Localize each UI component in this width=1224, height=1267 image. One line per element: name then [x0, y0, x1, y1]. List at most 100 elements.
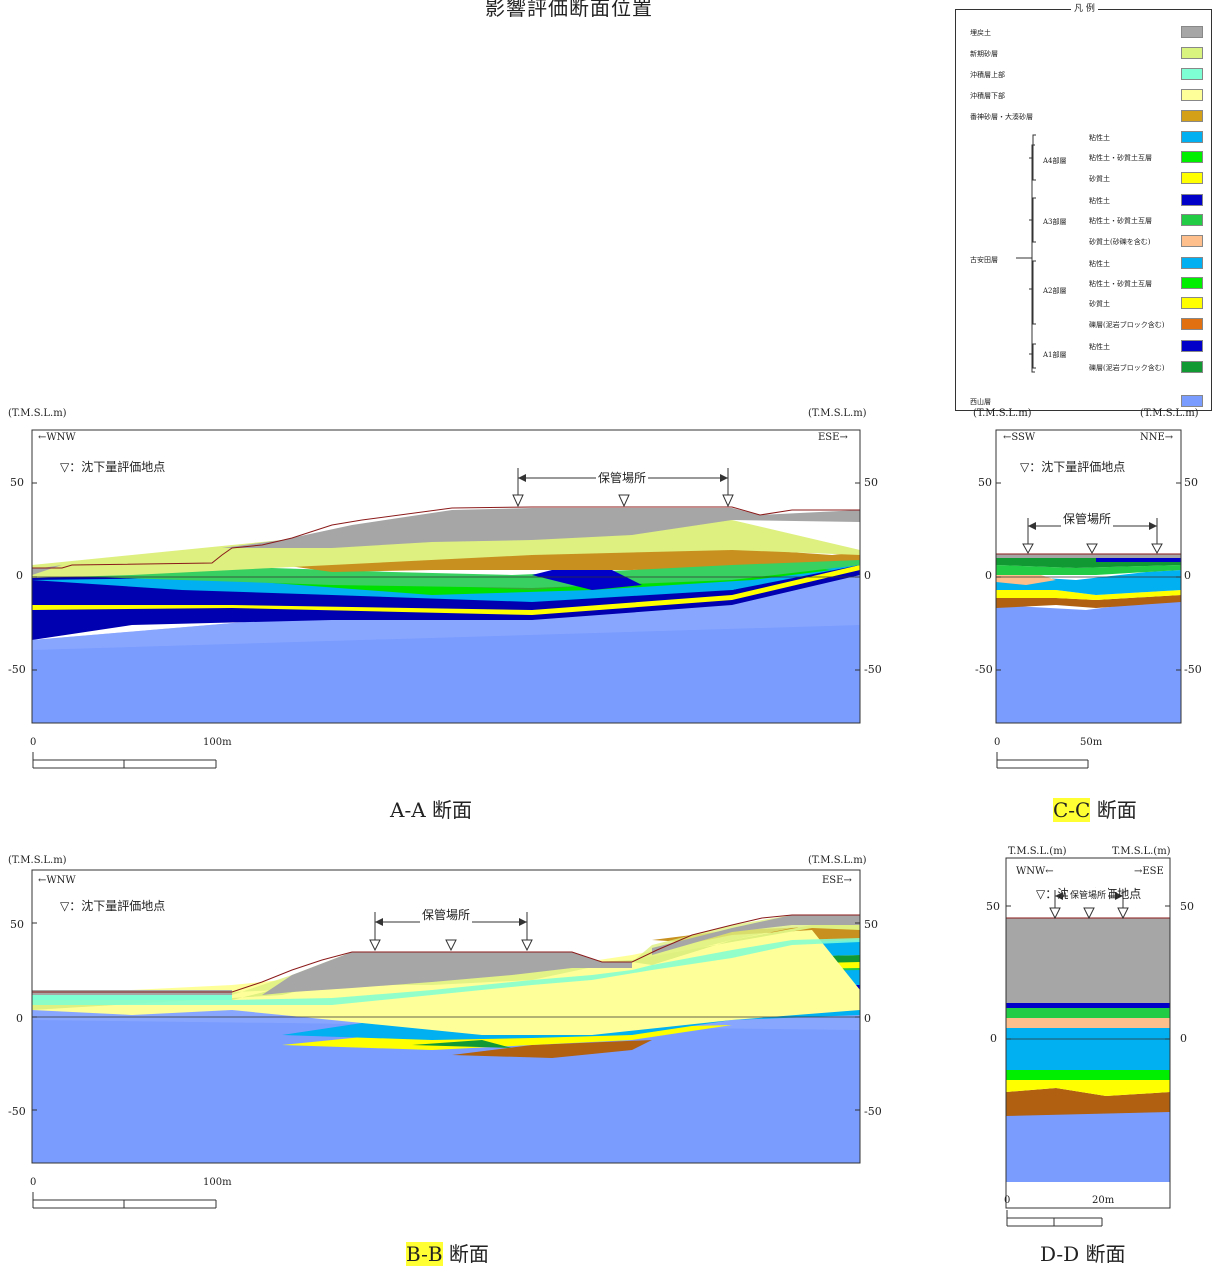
- legend-label: 西山層: [970, 398, 991, 406]
- aa-tick-minus50-right: -50: [864, 663, 882, 676]
- legend-group-a1: A1部層: [1043, 351, 1067, 359]
- legend-label: 粘性土・砂質土互層: [1089, 280, 1152, 288]
- aa-tick-0: 0: [16, 569, 23, 582]
- cc-tick-50: 50: [978, 476, 992, 489]
- dd-tick-0: 0: [990, 1032, 997, 1045]
- aa-scale-start: 0: [30, 737, 37, 748]
- legend-swatch-new-sand: [1181, 47, 1203, 59]
- legend-group-a3: A3部層: [1043, 218, 1067, 226]
- aa-note: ▽：沈下量評価地点: [60, 460, 166, 474]
- bb-note: ▽：沈下量評価地点: [60, 899, 166, 913]
- dd-tick-0-right: 0: [1180, 1032, 1187, 1045]
- bb-tick-minus50-right: -50: [864, 1105, 882, 1118]
- legend-swatch-fill-soil: [1181, 26, 1203, 38]
- aa-axis-unit-left: (T.M.S.L.m): [8, 408, 67, 419]
- bb-tick-0: 0: [16, 1012, 23, 1025]
- bb-caption-highlight: B-B: [406, 1242, 443, 1266]
- cc-tick-0-right: 0: [1184, 569, 1191, 582]
- legend-title: 凡 例: [1071, 1, 1098, 14]
- aa-scale-end: 100m: [203, 737, 232, 748]
- dd-scale-start: 0: [1004, 1195, 1011, 1206]
- legend-label: 沖積層上部: [970, 71, 1005, 79]
- cc-caption: C-C 断面: [1053, 794, 1137, 823]
- legend-label: 礫層(泥岩ブロック含む): [1089, 321, 1165, 329]
- legend-swatch: [1181, 318, 1203, 330]
- cc-scale-start: 0: [994, 737, 1001, 748]
- bb-caption: B-B 断面: [406, 1238, 489, 1267]
- bb-caption-rest: 断面: [442, 1242, 489, 1266]
- cc-scale-end: 50m: [1080, 737, 1103, 748]
- aa-tick-50: 50: [10, 476, 24, 489]
- cc-storage-label: 保管場所: [1061, 510, 1114, 527]
- aa-storage-label: 保管場所: [596, 469, 649, 486]
- dd-scale-bar: [1006, 1210, 1103, 1227]
- bb-tick-50: 50: [10, 918, 24, 931]
- legend-swatch: [1181, 131, 1203, 143]
- aa-cross-section: [31, 429, 861, 724]
- bb-scale-end: 100m: [203, 1177, 232, 1188]
- dd-tick-50-right: 50: [1180, 900, 1194, 913]
- legend-label: 粘性土: [1089, 134, 1110, 142]
- legend-label: 新期砂層: [970, 50, 998, 58]
- cc-caption-rest: 断面: [1090, 798, 1137, 822]
- dd-scale-end: 20m: [1092, 1195, 1115, 1206]
- cc-cross-section: [995, 429, 1182, 724]
- dd-tick-50: 50: [986, 900, 1000, 913]
- legend-swatch-alluvium-lower: [1181, 89, 1203, 101]
- bb-storage-label: 保管場所: [420, 906, 473, 923]
- dd-axis-unit-right: T.M.S.L.(m): [1112, 846, 1171, 857]
- bb-tick-minus50: -50: [8, 1105, 26, 1118]
- legend-swatch: [1181, 194, 1203, 206]
- aa-direction-right: ESE→: [818, 432, 848, 443]
- cc-tick-50-right: 50: [1184, 476, 1198, 489]
- dd-storage-label: 保管場所: [1068, 888, 1109, 901]
- legend-label: 番神砂層・大湊砂層: [970, 113, 1033, 121]
- legend-panel: 凡 例 埋戻土 新期砂層 沖積層上部 沖積層下部 番神砂層・大湊砂層 粘性土 粘…: [955, 1, 1212, 411]
- aa-caption: A-A 断面: [390, 798, 473, 822]
- legend-braces: [1016, 134, 1036, 373]
- bb-tick-0-right: 0: [864, 1012, 871, 1025]
- legend-swatch: [1181, 340, 1203, 352]
- legend-label: 粘性土・砂質土互層: [1089, 154, 1152, 162]
- legend-label: 砂質土: [1089, 300, 1110, 308]
- bb-direction-right: ESE→: [822, 875, 852, 886]
- bb-tick-50-right: 50: [864, 918, 878, 931]
- bb-direction-left: ←WNW: [38, 875, 76, 886]
- legend-group-a4: A4部層: [1043, 157, 1067, 165]
- legend-swatch: [1181, 297, 1203, 309]
- bb-axis-unit-left: (T.M.S.L.m): [8, 855, 67, 866]
- cc-caption-highlight: C-C: [1053, 798, 1091, 822]
- legend-label: 粘性土・砂質土互層: [1089, 217, 1152, 225]
- legend-swatch-alluvium-upper: [1181, 68, 1203, 80]
- dd-caption: D-D 断面: [1040, 1242, 1126, 1266]
- legend-label: 礫層(泥岩ブロック含む): [1089, 364, 1165, 372]
- dd-direction-right: →ESE: [1134, 866, 1164, 877]
- cc-scale-bar: [996, 752, 1089, 769]
- cc-axis-unit-right: (T.M.S.L.m): [1140, 408, 1199, 419]
- aa-direction-left: ←WNW: [38, 432, 76, 443]
- cc-axis-unit-left: (T.M.S.L.m): [973, 408, 1032, 419]
- legend-group-koyasuda: 古安田層: [970, 256, 998, 264]
- aa-tick-0-right: 0: [864, 569, 871, 582]
- dd-direction-left: WNW←: [1016, 866, 1054, 877]
- legend-group-a2: A2部層: [1043, 287, 1067, 295]
- bb-scale-start: 0: [30, 1177, 37, 1188]
- legend-swatch: [1181, 235, 1203, 247]
- aa-tick-50-right: 50: [864, 476, 878, 489]
- legend-label: 埋戻土: [970, 29, 991, 37]
- legend-label: 砂質土(砂礫を含む): [1089, 238, 1151, 246]
- cc-tick-0: 0: [985, 569, 992, 582]
- legend-swatch-banjin-sand: [1181, 110, 1203, 122]
- legend-swatch: [1181, 361, 1203, 373]
- aa-tick-minus50: -50: [8, 663, 26, 676]
- legend-swatch: [1181, 214, 1203, 226]
- dd-axis-unit-left: T.M.S.L.(m): [1008, 846, 1067, 857]
- legend-swatch: [1181, 257, 1203, 269]
- cc-direction-left: ←SSW: [1003, 432, 1036, 443]
- cc-note: ▽：沈下量評価地点: [1020, 460, 1126, 474]
- aa-scale-bar: [32, 752, 217, 769]
- legend-label: 粘性土: [1089, 343, 1110, 351]
- legend-swatch: [1181, 151, 1203, 163]
- legend-swatch-nishiyama: [1181, 395, 1203, 407]
- legend-swatch: [1181, 172, 1203, 184]
